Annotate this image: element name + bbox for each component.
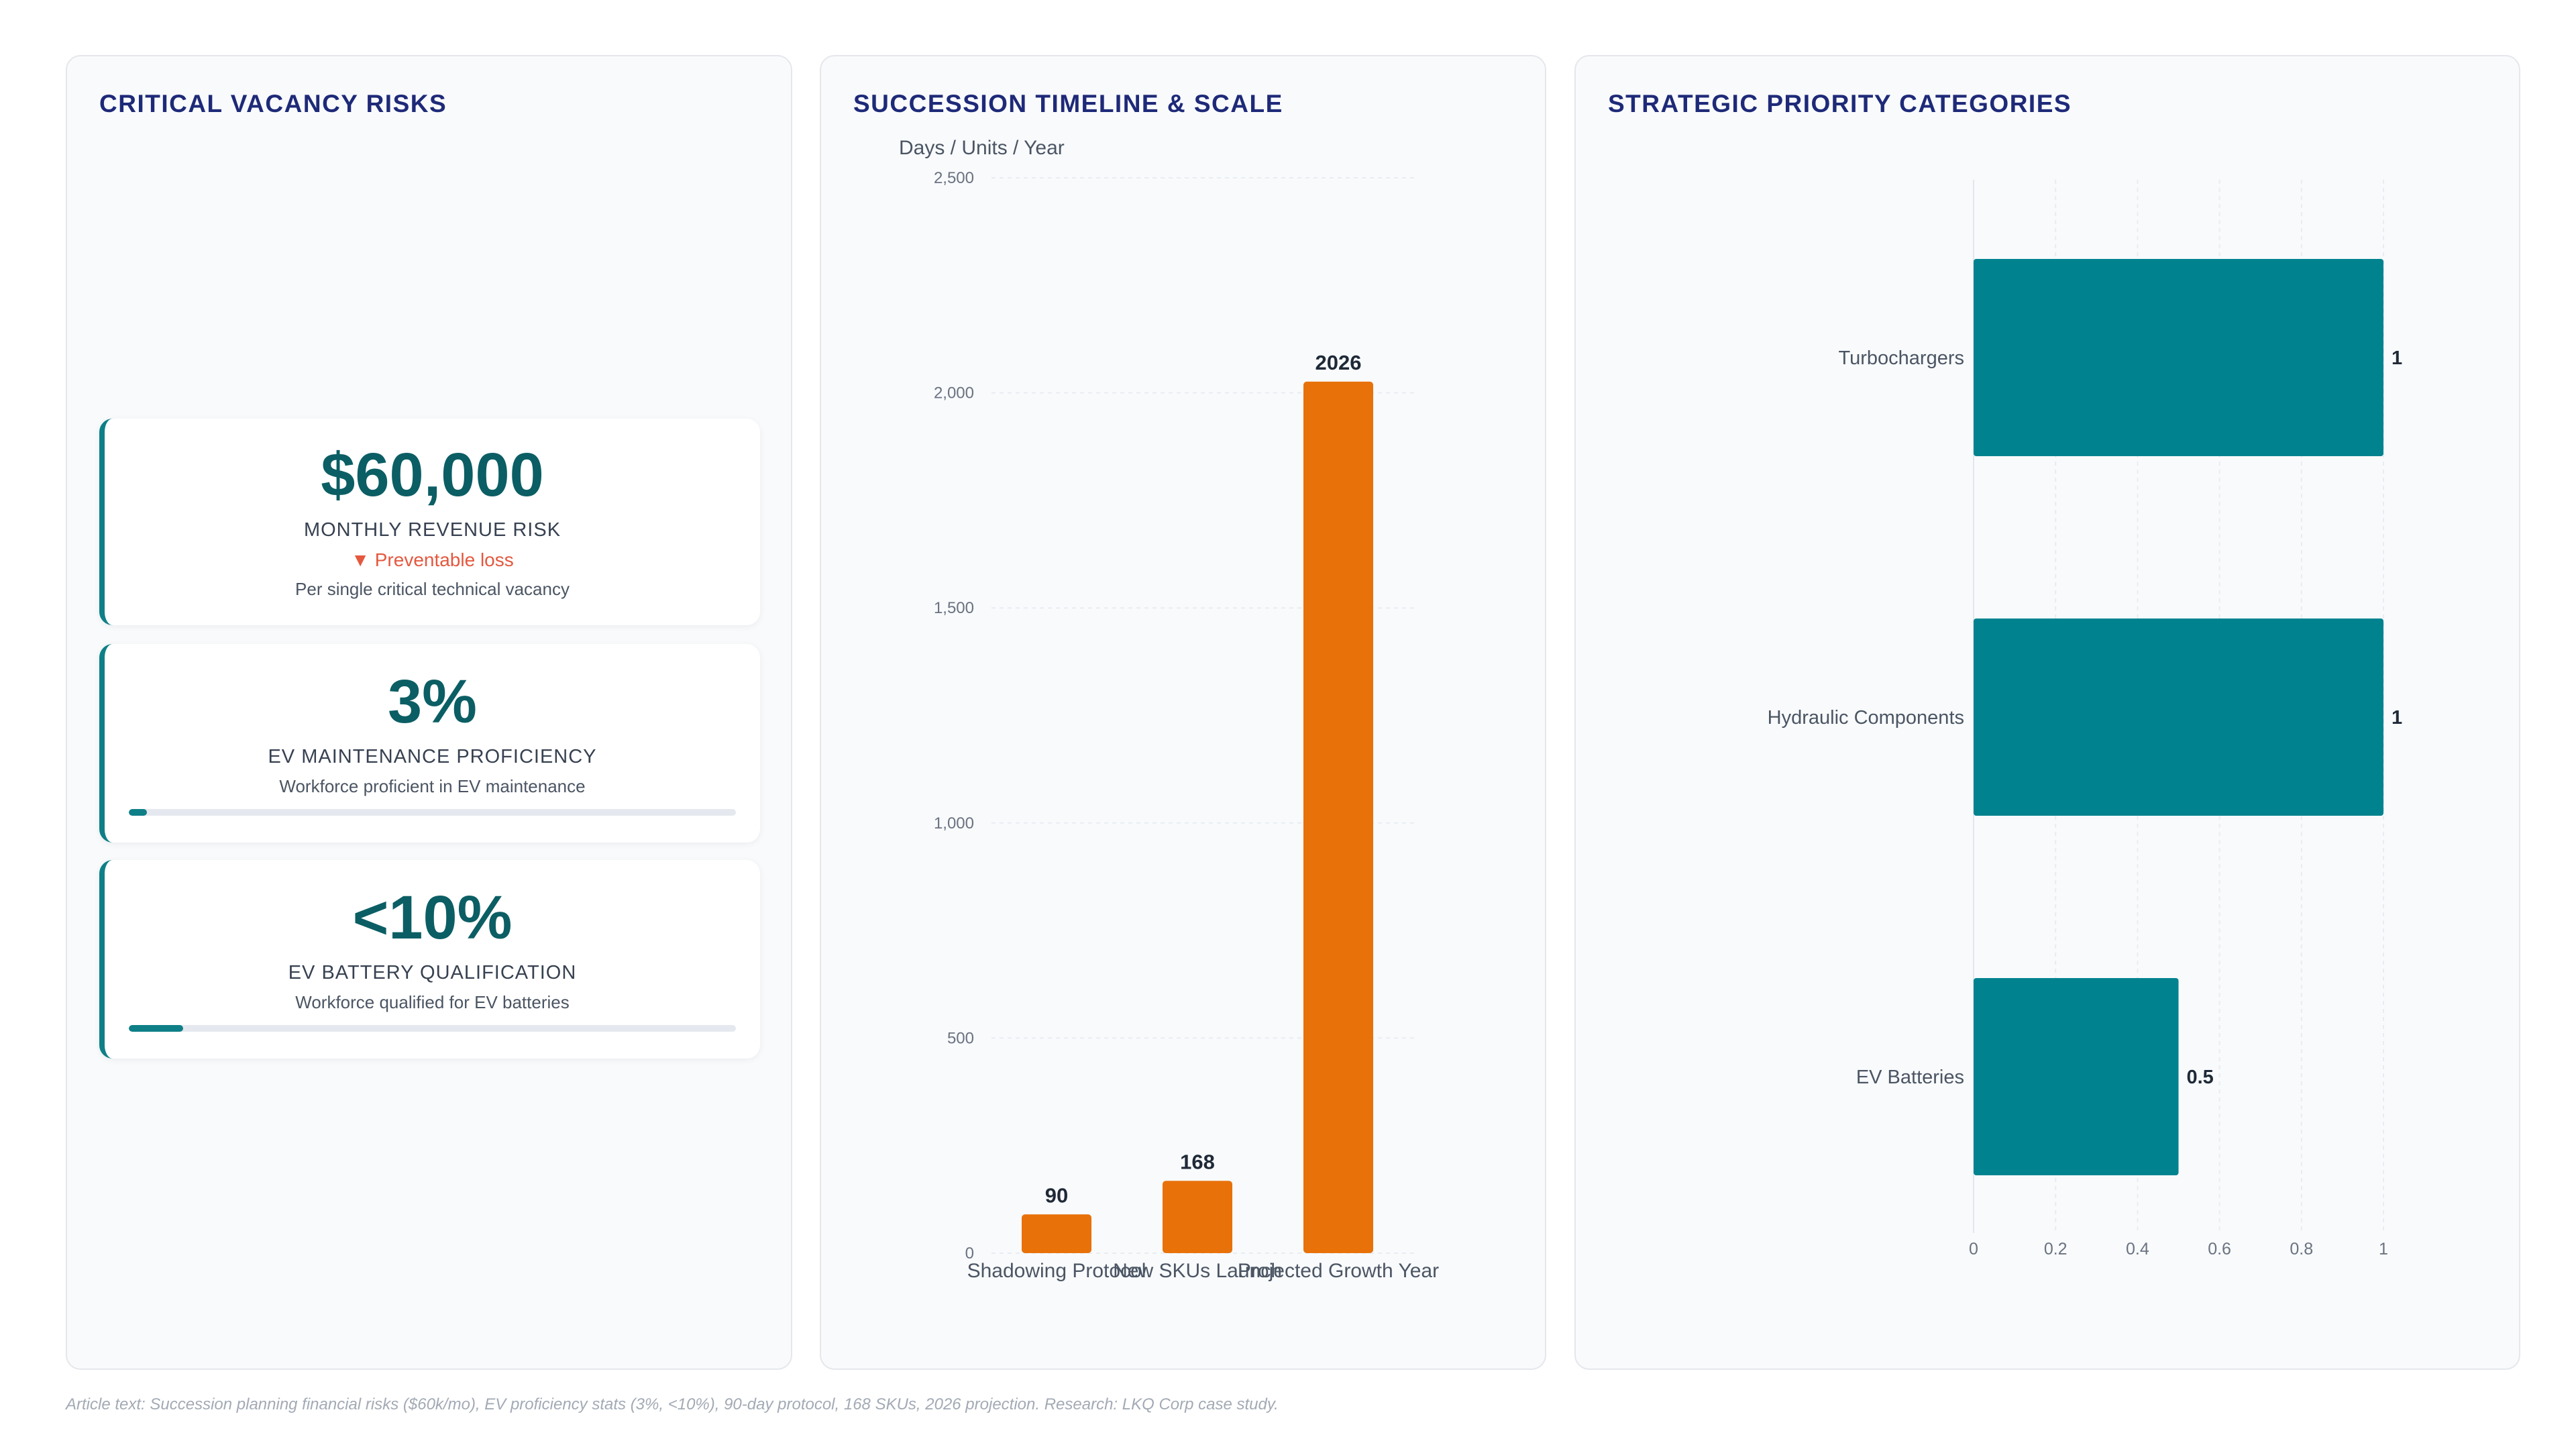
kpi-label: MONTHLY REVENUE RISK bbox=[303, 519, 561, 541]
strategic-priority-panel: STRATEGIC PRIORITY CATEGORIES bbox=[1574, 55, 2520, 1370]
panel-title: STRATEGIC PRIORITY CATEGORIES bbox=[1608, 90, 2072, 117]
kpi-trend: ▼ Preventable loss bbox=[351, 549, 514, 570]
monthly-revenue-risk-card: $60,000 MONTHLY REVENUE RISK ▼ Preventab… bbox=[99, 419, 760, 625]
kpi-value: <10% bbox=[352, 883, 513, 952]
progress-fill bbox=[129, 809, 148, 816]
ev-battery-qualification-card: <10% EV BATTERY QUALIFICATION Workforce … bbox=[99, 860, 760, 1059]
ev-maintenance-proficiency-card: 3% EV MAINTENANCE PROFICIENCY Workforce … bbox=[99, 644, 760, 843]
panel-title: SUCCESSION TIMELINE & SCALE bbox=[853, 90, 1283, 117]
progress-track bbox=[129, 809, 736, 816]
succession-timeline-panel: SUCCESSION TIMELINE & SCALE bbox=[820, 55, 1546, 1370]
progress-fill bbox=[129, 1025, 184, 1032]
critical-vacancy-risks-panel: CRITICAL VACANCY RISKS $60,000 MONTHLY R… bbox=[66, 55, 792, 1370]
footnote: Article text: Succession planning financ… bbox=[66, 1395, 1279, 1413]
panel-title: CRITICAL VACANCY RISKS bbox=[99, 90, 447, 117]
kpi-value: $60,000 bbox=[321, 441, 544, 509]
kpi-label: EV BATTERY QUALIFICATION bbox=[288, 962, 577, 983]
kpi-subtitle: Workforce qualified for EV batteries bbox=[295, 992, 570, 1012]
kpi-value: 3% bbox=[388, 667, 477, 736]
kpi-subtitle: Workforce proficient in EV maintenance bbox=[279, 776, 586, 796]
progress-track bbox=[129, 1025, 736, 1032]
kpi-subtitle: Per single critical technical vacancy bbox=[295, 579, 570, 599]
kpi-label: EV MAINTENANCE PROFICIENCY bbox=[268, 746, 597, 767]
